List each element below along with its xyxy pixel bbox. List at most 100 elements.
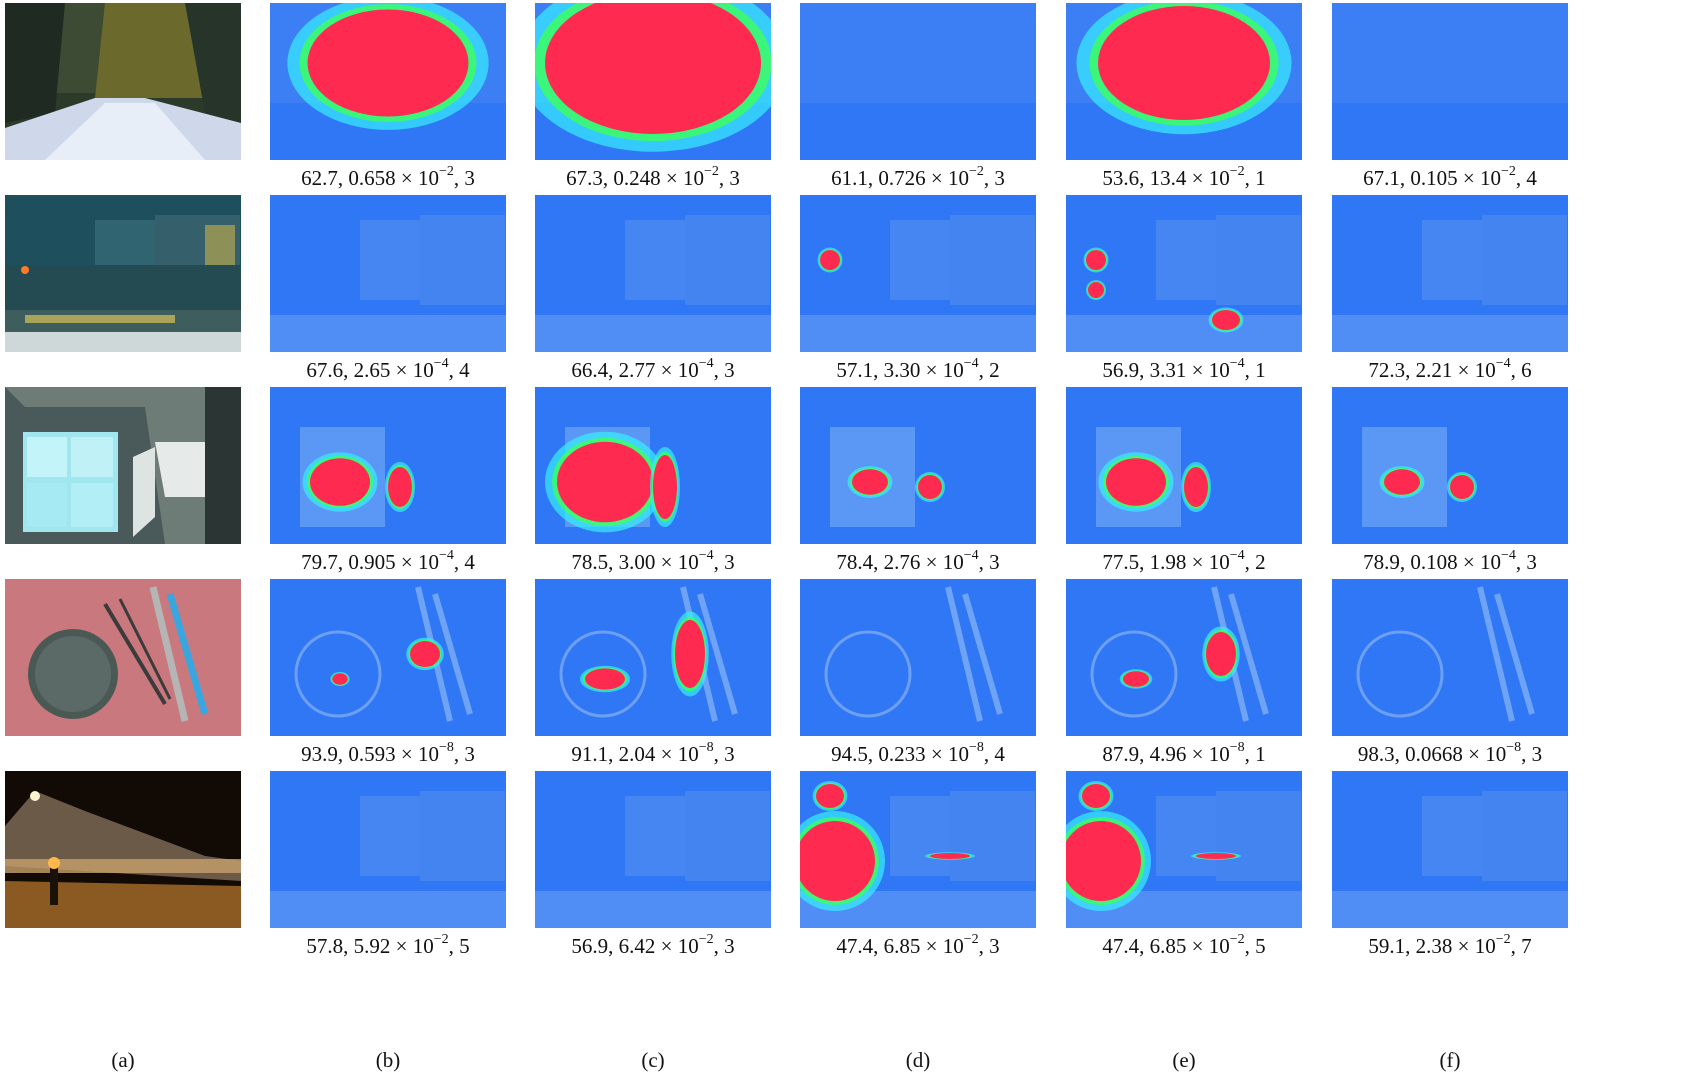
input-image-lens-cap-pens [5, 579, 241, 736]
heatmap-room-window-b [270, 387, 506, 544]
caption-value: 67.1, 0.105 × 10 [1363, 166, 1501, 190]
caption-value: 47.4, 6.85 × 10 [1102, 934, 1230, 958]
heatmap-lens-cap-pens-d [800, 579, 1036, 736]
caption-exponent: −2 [433, 932, 449, 947]
caption-value: 53.6, 13.4 × 10 [1102, 166, 1230, 190]
caption-value: 56.9, 6.42 × 10 [571, 934, 699, 958]
caption-exponent: −4 [698, 548, 714, 563]
heatmap-building-night-c [535, 771, 771, 928]
panel-caption: 78.5, 3.00 × 10−4, 3 [509, 548, 797, 575]
caption-count: , 3 [718, 166, 740, 190]
caption-count: , 7 [1510, 934, 1532, 958]
caption-exponent: −8 [1506, 740, 1522, 755]
heatmap-room-window-e [1066, 387, 1302, 544]
input-image-snow-forest [5, 3, 241, 160]
heatmap-city-night-c [535, 195, 771, 352]
panel-caption: 53.6, 13.4 × 10−2, 1 [1040, 164, 1328, 191]
panel-caption: 78.4, 2.76 × 10−4, 3 [774, 548, 1062, 575]
heatmap-snow-forest-e [1066, 3, 1302, 160]
caption-value: 98.3, 0.0668 × 10 [1357, 742, 1507, 766]
panel-caption: 77.5, 1.98 × 10−4, 2 [1040, 548, 1328, 575]
caption-value: 79.7, 0.905 × 10 [301, 550, 439, 574]
heatmap-building-night-b [270, 771, 506, 928]
caption-count: , 6 [1510, 358, 1532, 382]
column-label: (c) [641, 1048, 665, 1072]
caption-value: 66.4, 2.77 × 10 [571, 358, 699, 382]
heatmap-city-night-f [1332, 195, 1568, 352]
column-label: (d) [905, 1048, 931, 1072]
caption-count: , 4 [448, 358, 470, 382]
caption-value: 47.4, 6.85 × 10 [836, 934, 964, 958]
panel-caption: 56.9, 6.42 × 10−2, 3 [509, 932, 797, 959]
caption-value: 62.7, 0.658 × 10 [301, 166, 439, 190]
caption-value: 78.4, 2.76 × 10 [836, 550, 964, 574]
column-label: (b) [375, 1048, 401, 1072]
caption-count: , 5 [448, 934, 470, 958]
caption-exponent: −8 [698, 740, 714, 755]
heatmap-building-night-d [800, 771, 1036, 928]
caption-count: , 2 [978, 358, 1000, 382]
caption-value: 91.1, 2.04 × 10 [571, 742, 699, 766]
caption-value: 94.5, 0.233 × 10 [831, 742, 969, 766]
panel-caption: 93.9, 0.593 × 10−8, 3 [244, 740, 532, 767]
panel-caption: 87.9, 4.96 × 10−8, 1 [1040, 740, 1328, 767]
panel-caption: 67.1, 0.105 × 10−2, 4 [1306, 165, 1594, 191]
heatmap-building-night-f [1332, 771, 1568, 928]
panel-caption: 57.8, 5.92 × 10−2, 5 [244, 932, 532, 959]
caption-value: 59.1, 2.38 × 10 [1368, 934, 1496, 958]
caption-exponent: −8 [438, 740, 454, 755]
caption-exponent: −8 [1229, 740, 1245, 755]
caption-exponent: −2 [1229, 164, 1245, 179]
caption-count: , 3 [983, 166, 1005, 190]
caption-count: , 3 [978, 550, 1000, 574]
panel-caption: 61.1, 0.726 × 10−2, 3 [774, 164, 1062, 191]
caption-count: , 3 [713, 550, 735, 574]
caption-count: , 3 [978, 934, 1000, 958]
caption-count: , 1 [1244, 358, 1266, 382]
panel-caption: 59.1, 2.38 × 10−2, 7 [1306, 932, 1594, 959]
caption-value: 78.5, 3.00 × 10 [571, 550, 699, 574]
panel-caption: 47.4, 6.85 × 10−2, 3 [774, 933, 1062, 959]
caption-exponent: −2 [1495, 932, 1511, 947]
heatmap-snow-forest-b [270, 3, 506, 160]
caption-exponent: −4 [963, 356, 979, 371]
panel-caption: 57.1, 3.30 × 10−4, 2 [774, 356, 1062, 383]
panel-caption: 91.1, 2.04 × 10−8, 3 [509, 740, 797, 767]
caption-count: , 2 [1244, 550, 1266, 574]
heatmap-building-night-e [1066, 771, 1302, 928]
heatmap-city-night-d [800, 195, 1036, 352]
caption-exponent: −2 [698, 932, 714, 947]
caption-exponent: −2 [703, 164, 719, 179]
caption-value: 87.9, 4.96 × 10 [1102, 742, 1230, 766]
panel-caption: 79.7, 0.905 × 10−4, 4 [244, 548, 532, 575]
caption-value: 93.9, 0.593 × 10 [301, 742, 439, 766]
caption-exponent: −8 [968, 740, 984, 755]
caption-exponent: −4 [963, 548, 979, 563]
panel-caption: 62.7, 0.658 × 10−2, 3 [244, 165, 532, 191]
caption-value: 78.9, 0.108 × 10 [1363, 550, 1501, 574]
caption-count: , 4 [983, 742, 1005, 766]
caption-value: 77.5, 1.98 × 10 [1102, 550, 1230, 574]
heatmap-room-window-d [800, 387, 1036, 544]
caption-exponent: −4 [438, 548, 454, 563]
column-label: (e) [1172, 1048, 1196, 1072]
heatmap-city-night-e [1066, 195, 1302, 352]
heatmap-room-window-f [1332, 387, 1568, 544]
caption-value: 56.9, 3.31 × 10 [1102, 358, 1230, 382]
caption-count: , 1 [1244, 166, 1266, 190]
caption-count: , 1 [1244, 742, 1266, 766]
caption-exponent: −4 [1495, 356, 1511, 371]
caption-exponent: −2 [968, 164, 984, 179]
panel-caption: 78.9, 0.108 × 10−4, 3 [1306, 549, 1594, 575]
panel-caption: 47.4, 6.85 × 10−2, 5 [1040, 933, 1328, 959]
caption-count: , 4 [1515, 166, 1537, 190]
caption-exponent: −4 [1229, 548, 1245, 563]
panel-caption: 94.5, 0.233 × 10−8, 4 [774, 740, 1062, 767]
caption-count: , 3 [1515, 550, 1537, 574]
caption-count: , 5 [1244, 934, 1266, 958]
panel-caption: 67.6, 2.65 × 10−4, 4 [244, 357, 532, 383]
caption-count: , 3 [453, 166, 475, 190]
heatmap-room-window-c [535, 387, 771, 544]
caption-value: 67.6, 2.65 × 10 [306, 358, 434, 382]
panel-caption: 67.3, 0.248 × 10−2, 3 [509, 164, 797, 191]
